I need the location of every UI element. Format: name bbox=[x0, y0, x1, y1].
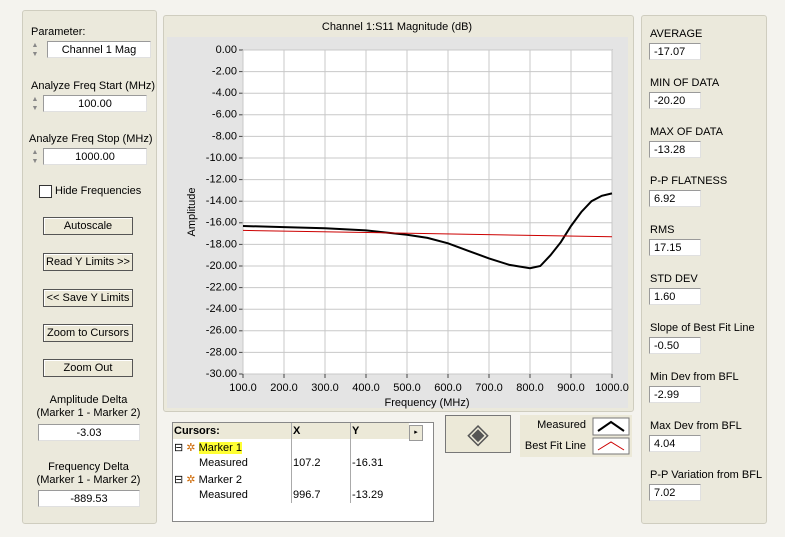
stat-label: P-P Variation from BFL bbox=[650, 469, 763, 481]
stat-value: 17.15 bbox=[649, 239, 701, 256]
stat-value: 6.92 bbox=[649, 190, 701, 207]
stat-label: P-P FLATNESS bbox=[650, 175, 728, 187]
cursor-y: -13.29 bbox=[352, 489, 384, 501]
cursor-mover[interactable]: ◈ bbox=[445, 415, 511, 453]
legend-line bbox=[597, 441, 625, 451]
legend-swatches bbox=[592, 417, 630, 455]
marker-name[interactable]: Marker 2 bbox=[198, 473, 242, 486]
spinner[interactable]: ▲ ▼ bbox=[31, 149, 39, 165]
stat-label: MIN OF DATA bbox=[650, 77, 720, 89]
legend-line bbox=[597, 420, 625, 432]
stat-label: STD DEV bbox=[650, 273, 698, 285]
marker-name[interactable]: Marker 1 bbox=[198, 441, 242, 454]
legend-label: Best Fit Line bbox=[524, 440, 586, 452]
chart-panel bbox=[163, 15, 634, 412]
stat-value: 4.04 bbox=[649, 435, 701, 452]
table-header: Y bbox=[352, 425, 360, 437]
stat-value: -2.99 bbox=[649, 386, 701, 403]
label: Parameter: bbox=[31, 26, 86, 38]
stat-label: MAX OF DATA bbox=[650, 126, 723, 138]
scroll-button[interactable]: ▸ bbox=[409, 425, 423, 441]
stat-label: Min Dev from BFL bbox=[650, 371, 739, 383]
label: Amplitude Delta bbox=[49, 394, 128, 406]
cursor-table: Cursors: X Y ⊟ ✲ Marker 1 Measured 107.2-… bbox=[172, 422, 434, 522]
label: (Marker 1 - Marker 2) bbox=[36, 474, 141, 486]
input[interactable]: 100.00 bbox=[43, 95, 147, 112]
stat-value: -0.50 bbox=[649, 337, 701, 354]
stat-label: Max Dev from BFL bbox=[650, 420, 742, 432]
button[interactable]: Autoscale bbox=[43, 217, 133, 235]
output: -3.03 bbox=[38, 424, 140, 441]
cursor-y: -16.31 bbox=[352, 457, 384, 469]
label: Frequency Delta bbox=[48, 461, 129, 473]
checkbox-label[interactable]: Hide Frequencies bbox=[55, 185, 142, 197]
button[interactable]: Read Y Limits >> bbox=[43, 253, 133, 271]
stat-label: AVERAGE bbox=[650, 28, 703, 40]
stat-value: -20.20 bbox=[649, 92, 701, 109]
plot-name: Measured bbox=[173, 487, 292, 503]
output: -889.53 bbox=[38, 490, 140, 507]
button[interactable]: Zoom Out bbox=[43, 359, 133, 377]
stat-label: RMS bbox=[650, 224, 675, 236]
stat-value: -13.28 bbox=[649, 141, 701, 158]
stat-value: 7.02 bbox=[649, 484, 701, 501]
legend-label: Measured bbox=[537, 419, 586, 431]
table-header: X bbox=[291, 423, 351, 439]
label: Analyze Freq Stop (MHz) bbox=[29, 133, 153, 145]
legend-swatch bbox=[592, 417, 630, 436]
button[interactable]: Zoom to Cursors bbox=[43, 324, 133, 342]
stat-label: Slope of Best Fit Line bbox=[650, 322, 755, 334]
button[interactable]: << Save Y Limits bbox=[43, 289, 133, 307]
stat-value: 1.60 bbox=[649, 288, 701, 305]
label: Analyze Freq Start (MHz) bbox=[31, 80, 156, 92]
cursor-x: 107.2 bbox=[291, 455, 351, 471]
input[interactable]: 1000.00 bbox=[43, 148, 147, 165]
legend: Measured Best Fit Line bbox=[520, 415, 632, 457]
label: (Marker 1 - Marker 2) bbox=[36, 407, 141, 419]
cursor-x: 996.7 bbox=[291, 487, 351, 503]
plot-name: Measured bbox=[173, 455, 292, 471]
spinner[interactable]: ▲ ▼ bbox=[31, 96, 39, 112]
table-header: Cursors: bbox=[173, 423, 292, 439]
checkbox[interactable] bbox=[39, 185, 52, 198]
spinner[interactable]: ▲ ▼ bbox=[31, 42, 39, 58]
input[interactable]: Channel 1 Mag bbox=[47, 41, 151, 58]
stat-value: -17.07 bbox=[649, 43, 701, 60]
legend-swatch bbox=[592, 437, 630, 455]
